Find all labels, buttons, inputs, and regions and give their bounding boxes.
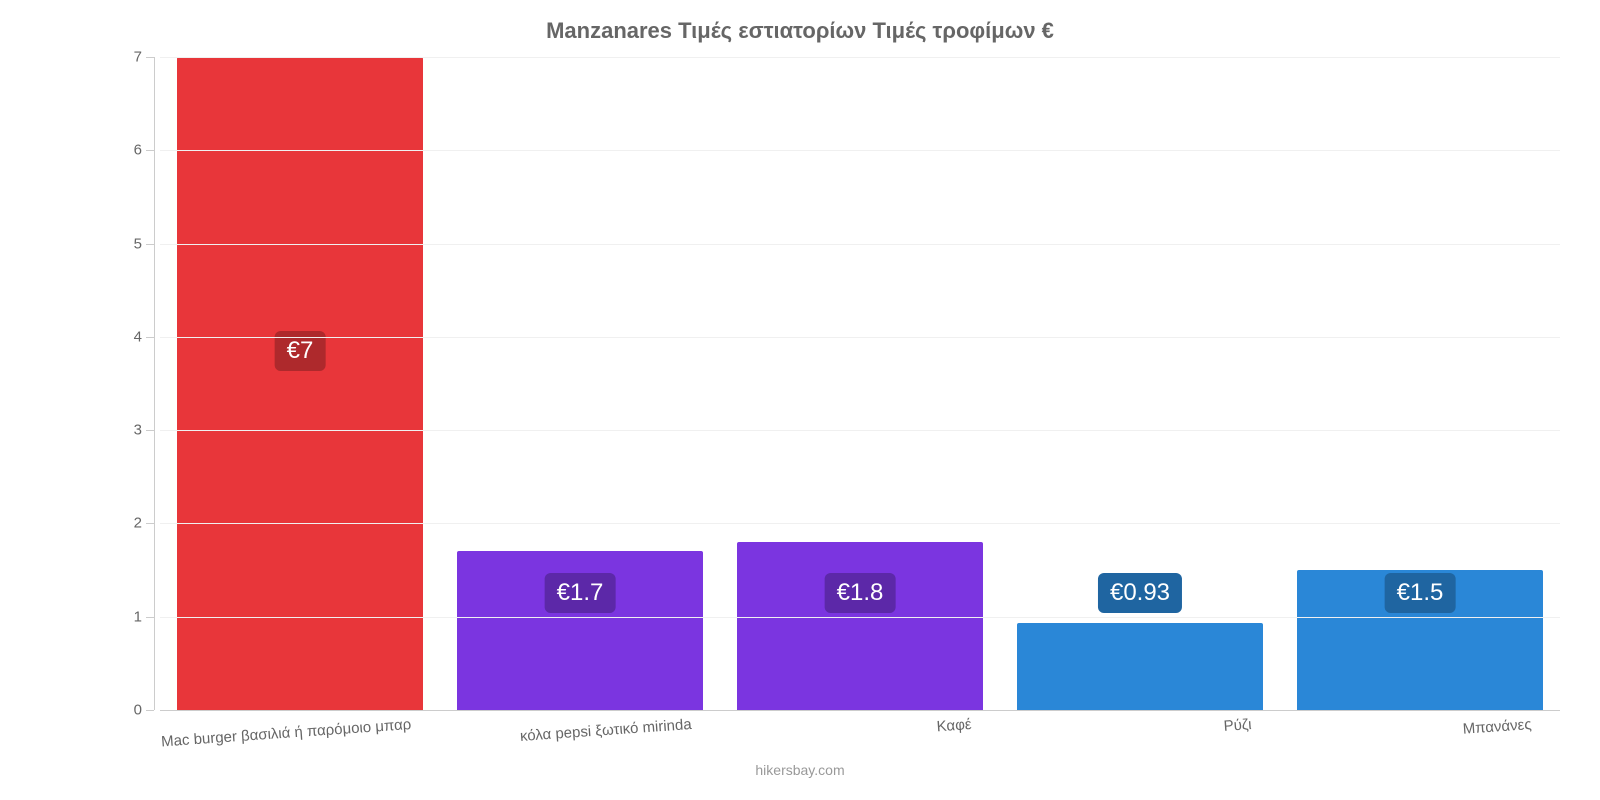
gridline [160, 523, 1560, 524]
y-tick [146, 710, 154, 711]
y-tick-label: 5 [134, 235, 142, 252]
y-tick-label: 7 [134, 49, 142, 66]
y-axis-line [154, 57, 155, 710]
plot-area: €7€1.7€1.8€0.93€1.5 01234567Mac burger β… [160, 57, 1560, 710]
y-tick [146, 150, 154, 151]
y-tick [146, 430, 154, 431]
y-tick-label: 3 [134, 422, 142, 439]
chart-title: Manzanares Τιμές εστιατορίων Τιμές τροφί… [0, 18, 1600, 44]
gridline [160, 57, 1560, 58]
y-tick [146, 57, 154, 58]
bar-value-label: €1.8 [825, 573, 896, 613]
gridline [160, 244, 1560, 245]
bar [177, 57, 423, 710]
x-tick-label: Ρύζι [1223, 716, 1252, 735]
y-tick-label: 2 [134, 515, 142, 532]
bar [737, 542, 983, 710]
bar [1017, 623, 1263, 710]
y-tick-label: 1 [134, 608, 142, 625]
bar-value-label: €0.93 [1098, 573, 1182, 613]
y-tick [146, 244, 154, 245]
gridline [160, 430, 1560, 431]
gridline [160, 150, 1560, 151]
price-bar-chart: Manzanares Τιμές εστιατορίων Τιμές τροφί… [0, 0, 1600, 800]
y-tick-label: 6 [134, 142, 142, 159]
y-tick-label: 0 [134, 702, 142, 719]
bar-value-label: €1.5 [1385, 573, 1456, 613]
x-tick-label: κόλα pepsi ξωτικό mirinda [519, 716, 692, 745]
y-tick-label: 4 [134, 328, 142, 345]
y-tick [146, 337, 154, 338]
gridline [160, 617, 1560, 618]
gridline [160, 337, 1560, 338]
x-axis-line [160, 710, 1560, 711]
bars-group: €7€1.7€1.8€0.93€1.5 [160, 57, 1560, 710]
bar-value-label: €1.7 [545, 573, 616, 613]
chart-credit: hikersbay.com [0, 762, 1600, 778]
x-tick-label: Καφέ [936, 716, 972, 735]
x-tick-label: Μπανάνες [1462, 716, 1532, 738]
x-tick-label: Mac burger βασιλιά ή παρόμοιο μπαρ [161, 716, 412, 750]
y-tick [146, 523, 154, 524]
y-tick [146, 617, 154, 618]
